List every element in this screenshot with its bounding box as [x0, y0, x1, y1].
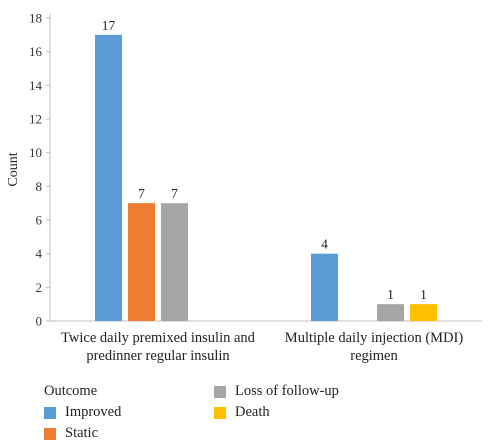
x-category-label: predinner regular insulin: [86, 348, 230, 364]
data-label-death: 1: [420, 287, 427, 302]
x-category-label: regimen: [350, 348, 398, 364]
legend-swatch-improved: [44, 406, 56, 419]
y-tick-label: 6: [36, 213, 43, 228]
bar-improved: [95, 34, 122, 321]
bar-static: [128, 203, 155, 321]
legend-item-loss-of-follow-up: Loss of follow-up: [214, 383, 339, 400]
legend-label-improved: Improved: [65, 404, 122, 420]
legend: Outcome Improved Static Loss of follow-u…: [44, 383, 484, 442]
legend-swatch-death: [214, 406, 226, 419]
x-category-label: Twice daily premixed insulin and: [61, 330, 256, 346]
legend-title: Outcome: [44, 383, 98, 399]
y-tick-label: 10: [29, 145, 42, 160]
legend-label-static: Static: [65, 425, 99, 441]
y-tick-label: 12: [29, 112, 42, 127]
legend-item-improved: Improved: [44, 404, 121, 421]
legend-item-static: Static: [44, 425, 98, 442]
bar-loss-of-follow-up: [377, 304, 404, 321]
bar-death: [410, 304, 437, 321]
legend-label-death: Death: [235, 404, 270, 420]
y-tick-label: 14: [29, 78, 43, 93]
data-label-static: 7: [138, 186, 145, 201]
data-label-improved: 4: [321, 237, 328, 252]
y-tick-label: 8: [36, 179, 43, 194]
y-tick-label: 2: [36, 280, 43, 295]
data-label-improved: 17: [102, 18, 116, 33]
legend-label-loss-of-follow-up: Loss of follow-up: [235, 383, 339, 399]
bar-improved: [311, 253, 338, 321]
legend-swatch-loss-of-follow-up: [214, 385, 226, 398]
y-tick-label: 0: [36, 314, 43, 329]
data-label-loss-of-follow-up: 1: [387, 287, 394, 302]
y-tick-label: 18: [29, 11, 42, 26]
bar-loss-of-follow-up: [161, 203, 188, 321]
data-label-loss-of-follow-up: 7: [171, 186, 178, 201]
y-tick-label: 16: [29, 44, 43, 59]
y-tick-label: 4: [36, 246, 43, 261]
y-axis-title: Count: [6, 152, 21, 186]
legend-swatch-static: [44, 427, 56, 440]
x-category-label: Multiple daily injection (MDI): [285, 330, 464, 346]
legend-item-death: Death: [214, 404, 270, 421]
